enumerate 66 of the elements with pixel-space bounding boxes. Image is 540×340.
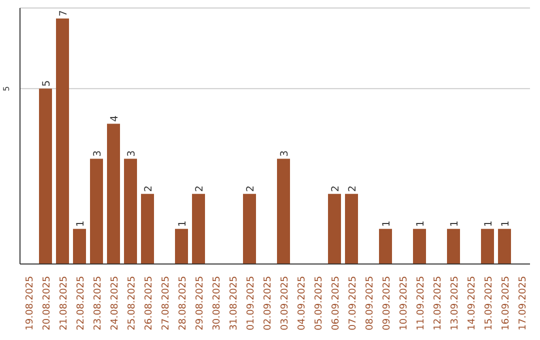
x-tick-label: 14.09.2025 [466, 276, 478, 330]
data-label: 2 [348, 185, 358, 192]
x-tick-label: 04.09.2025 [296, 276, 308, 330]
data-label: 1 [178, 220, 188, 227]
bar [447, 228, 460, 264]
data-label: 1 [450, 220, 460, 227]
bar [192, 194, 205, 264]
x-tick-label: 25.08.2025 [126, 276, 138, 330]
data-label: 2 [144, 185, 154, 192]
bar [90, 158, 103, 264]
data-label: 1 [484, 220, 494, 227]
x-tick-label: 08.09.2025 [364, 276, 376, 330]
x-tick-label: 27.08.2025 [160, 276, 172, 330]
x-tick-label: 29.08.2025 [194, 276, 206, 330]
bar [39, 88, 52, 264]
bar [379, 228, 392, 264]
data-label: 3 [92, 150, 104, 157]
bar [328, 194, 341, 264]
bar [498, 228, 511, 264]
data-label: 4 [110, 115, 120, 122]
x-tick-label: 20.08.2025 [42, 276, 52, 330]
x-tick-label: 10.09.2025 [398, 276, 410, 330]
x-tick-label: 24.08.2025 [110, 276, 120, 330]
data-label: 1 [500, 220, 512, 227]
bar [175, 228, 188, 264]
x-tick-label: 26.08.2025 [144, 276, 154, 330]
data-label: 1 [76, 220, 86, 227]
x-tick-label: 13.09.2025 [450, 276, 460, 330]
x-tick-label: 05.09.2025 [314, 276, 324, 330]
data-label: 3 [126, 150, 138, 157]
data-label: 7 [58, 10, 70, 17]
bar [413, 228, 426, 264]
data-label: 3 [280, 150, 290, 157]
x-tick-label: 11.09.2025 [416, 276, 426, 330]
x-tick-label: 03.09.2025 [280, 276, 290, 330]
x-tick-label: 09.09.2025 [382, 276, 392, 330]
data-label: 5 [42, 80, 52, 87]
x-tick-label: 07.09.2025 [348, 276, 358, 330]
x-tick-label: 21.08.2025 [58, 276, 70, 330]
bar [107, 124, 120, 264]
bar [73, 228, 86, 264]
data-label: 2 [330, 185, 342, 192]
bar [481, 228, 494, 264]
bar [345, 194, 358, 264]
x-tick-label: 17.09.2025 [518, 276, 528, 330]
data-label: 1 [416, 220, 426, 227]
x-tick-label: 19.08.2025 [24, 276, 36, 330]
x-tick-label: 22.08.2025 [76, 276, 86, 330]
x-tick-label: 23.08.2025 [92, 276, 104, 330]
data-label: 2 [194, 185, 206, 192]
data-label: 1 [382, 220, 392, 227]
data-label: 2 [246, 185, 256, 192]
x-tick-label: 28.08.2025 [178, 276, 188, 330]
bar [56, 18, 69, 264]
x-tick-label: 12.09.2025 [432, 276, 444, 330]
bar [124, 158, 137, 264]
bar [243, 194, 256, 264]
bar [141, 194, 154, 264]
x-tick-label: 01.09.2025 [246, 276, 256, 330]
x-tick-label: 30.08.2025 [212, 276, 222, 330]
x-tick-label: 02.09.2025 [262, 276, 274, 330]
x-tick-label: 16.09.2025 [500, 276, 512, 330]
x-tick-label: 15.09.2025 [484, 276, 494, 330]
bar [277, 158, 290, 264]
x-tick-label: 31.08.2025 [228, 276, 240, 330]
x-tick-label: 06.09.2025 [330, 276, 342, 330]
